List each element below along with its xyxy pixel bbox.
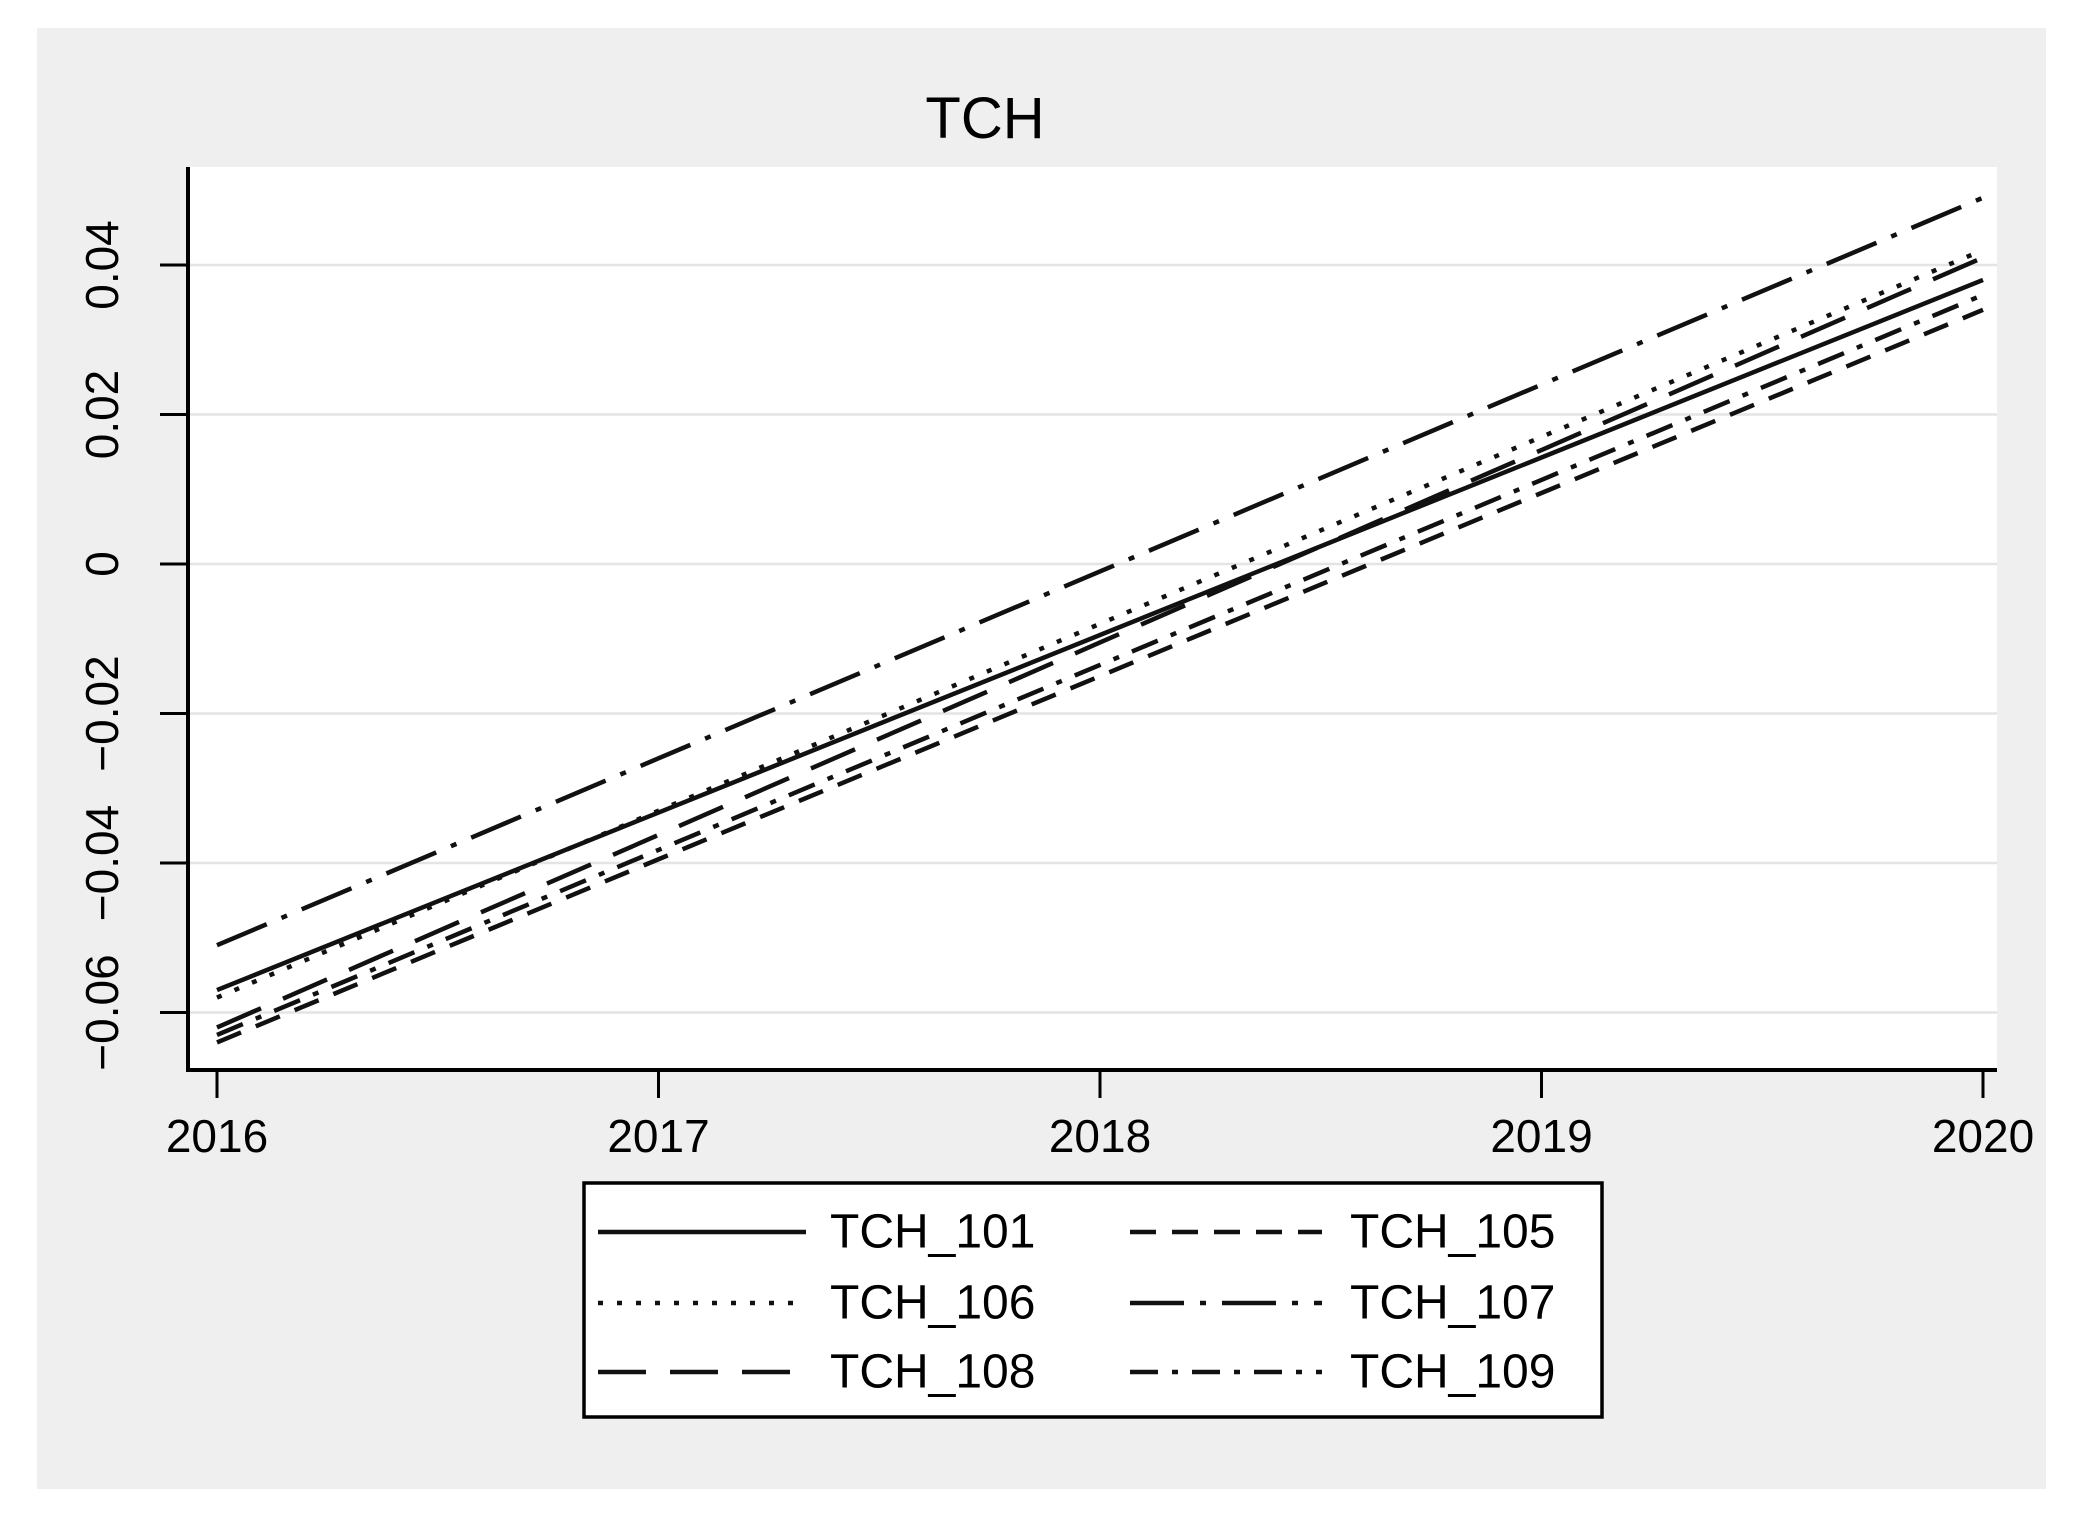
legend-label-TCH_101: TCH_101 (830, 1206, 1035, 1259)
x-axis-tick-label: 2016 (166, 1110, 268, 1162)
x-axis-tick-label: 2020 (1932, 1110, 2034, 1162)
x-axis-tick-label: 2019 (1490, 1110, 1592, 1162)
legend-label-TCH_105: TCH_105 (1350, 1206, 1555, 1259)
y-axis-tick-label: 0 (76, 551, 128, 577)
x-axis-tick-label: 2017 (607, 1110, 709, 1162)
legend-label-TCH_109: TCH_109 (1350, 1346, 1555, 1399)
y-axis-tick-label: 0.04 (76, 220, 128, 310)
y-axis-tick-label: −0.04 (76, 805, 128, 921)
legend-label-TCH_106: TCH_106 (830, 1277, 1035, 1330)
legend-label-TCH_107: TCH_107 (1350, 1277, 1555, 1330)
series-line-TCH_108 (216, 255, 1984, 1030)
series-line-TCH_109 (216, 292, 1984, 1038)
x-axis-tick-label: 2018 (1049, 1110, 1151, 1162)
chart-title: TCH (925, 86, 1044, 151)
series-line-TCH_105 (216, 307, 1984, 1045)
series-line-TCH_106 (216, 247, 1984, 1000)
series-line-TCH_107 (216, 195, 1984, 948)
legend-label-TCH_108: TCH_108 (830, 1346, 1035, 1399)
y-axis-tick-label: 0.02 (76, 370, 128, 460)
y-axis-tick-label: −0.06 (76, 954, 128, 1070)
y-axis-tick-label: −0.02 (76, 655, 128, 771)
series-line-TCH_101 (216, 277, 1984, 993)
legend-box (582, 1181, 1604, 1419)
